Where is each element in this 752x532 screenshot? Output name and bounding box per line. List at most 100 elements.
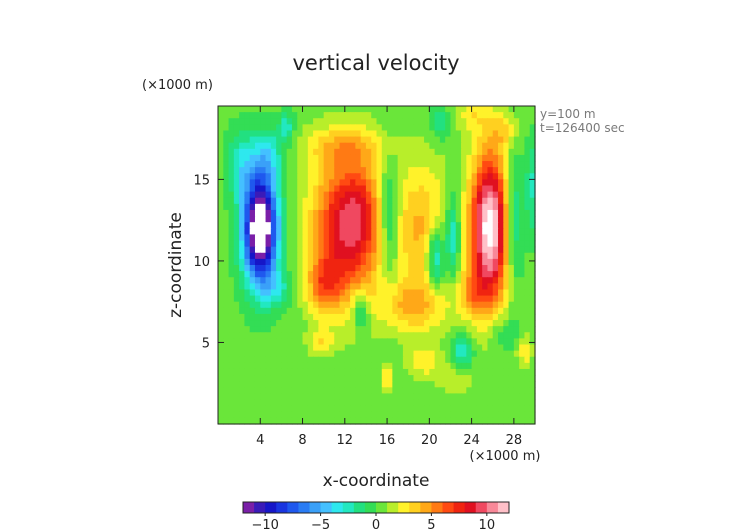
heatmap-cell: [381, 301, 388, 309]
heatmap-cell: [360, 375, 367, 382]
heatmap-cell: [339, 289, 346, 297]
heatmap-cell: [254, 240, 261, 248]
heatmap-cell: [503, 320, 510, 327]
heatmap-cell: [339, 240, 346, 248]
heatmap-cell: [503, 118, 510, 125]
heatmap-cell: [328, 393, 335, 401]
heatmap-cell: [249, 209, 256, 217]
heatmap-cell: [328, 216, 335, 223]
heatmap-cell: [228, 173, 235, 180]
heatmap-cell: [323, 295, 330, 303]
heatmap-cell: [318, 399, 325, 407]
heatmap-cell: [503, 405, 510, 413]
heatmap-cell: [323, 118, 330, 125]
heatmap-cell: [392, 222, 399, 229]
heatmap-cell: [244, 167, 251, 174]
heatmap-cell: [461, 411, 467, 419]
heatmap-cell: [387, 246, 393, 254]
heatmap-cell: [291, 209, 298, 217]
heatmap-cell: [408, 197, 415, 205]
heatmap-cell: [339, 368, 346, 376]
heatmap-cell: [455, 399, 462, 407]
heatmap-cell: [529, 411, 536, 419]
heatmap-cell: [482, 106, 489, 113]
heatmap-cell: [334, 368, 341, 376]
heatmap-cell: [503, 307, 510, 315]
heatmap-cell: [350, 277, 356, 284]
heatmap-cell: [487, 246, 494, 254]
heatmap-cell: [360, 350, 367, 358]
heatmap-cell: [344, 344, 351, 352]
heatmap-cell: [355, 387, 362, 395]
heatmap-cell: [328, 234, 335, 242]
heatmap-cell: [239, 356, 246, 364]
heatmap-cell: [260, 411, 267, 419]
heatmap-cell: [413, 375, 420, 382]
heatmap-cell: [524, 399, 531, 407]
heatmap-cell: [471, 167, 478, 174]
colorbar-swatch: [298, 502, 310, 513]
heatmap-cell: [487, 344, 494, 352]
heatmap-cell: [228, 246, 235, 254]
heatmap-cell: [455, 332, 462, 339]
heatmap-cell: [492, 252, 499, 260]
heatmap-cell: [318, 368, 325, 376]
heatmap-cell: [244, 209, 251, 217]
heatmap-cell: [313, 387, 319, 395]
heatmap-cell: [249, 289, 256, 297]
heatmap-cell: [365, 203, 372, 211]
heatmap-cell: [487, 399, 494, 407]
heatmap-cell: [387, 411, 393, 419]
heatmap-cell: [297, 246, 304, 254]
heatmap-cell: [233, 173, 240, 180]
heatmap-cell: [508, 197, 515, 205]
heatmap-cell: [455, 118, 462, 125]
heatmap-cell: [270, 301, 277, 309]
heatmap-cell: [350, 222, 356, 229]
heatmap-cell: [233, 405, 240, 413]
heatmap-cell: [265, 295, 272, 303]
heatmap-cell: [281, 118, 288, 125]
heatmap-cell: [466, 197, 473, 205]
x-tick-label: 20: [421, 433, 438, 448]
heatmap-cell: [249, 344, 256, 352]
heatmap-cell: [360, 258, 367, 266]
heatmap-cell: [265, 283, 272, 291]
heatmap-cell: [302, 161, 309, 168]
heatmap-cell: [476, 118, 483, 125]
heatmap-cell: [286, 167, 293, 174]
heatmap-cell: [397, 142, 404, 150]
heatmap-cell: [503, 399, 510, 407]
heatmap-cell: [408, 362, 415, 370]
heatmap-cell: [318, 405, 325, 413]
heatmap-cell: [424, 161, 430, 168]
heatmap-cell: [508, 320, 515, 327]
heatmap-cell: [424, 167, 430, 174]
heatmap-cell: [439, 197, 446, 205]
heatmap-cell: [508, 271, 515, 278]
heatmap-cell: [434, 381, 441, 388]
heatmap-cell: [313, 277, 319, 284]
heatmap-cell: [524, 197, 531, 205]
heatmap-cell: [498, 265, 504, 272]
heatmap-cell: [387, 106, 393, 113]
heatmap-cell: [334, 405, 341, 413]
heatmap-cell: [265, 240, 272, 248]
heatmap-cell: [371, 142, 378, 150]
heatmap-cell: [276, 387, 282, 395]
heatmap-cell: [455, 356, 462, 364]
heatmap-cell: [265, 399, 272, 407]
heatmap-cell: [476, 368, 483, 376]
heatmap-cell: [328, 161, 335, 168]
heatmap-cell: [508, 381, 515, 388]
heatmap-cell: [244, 356, 251, 364]
heatmap-cell: [344, 387, 351, 395]
heatmap-cell: [339, 417, 346, 425]
heatmap-cell: [365, 307, 372, 315]
heatmap-cell: [281, 265, 288, 272]
heatmap-cell: [445, 381, 452, 388]
heatmap-cell: [482, 258, 489, 266]
heatmap-cell: [302, 313, 309, 321]
colorbar-swatch: [276, 502, 288, 513]
heatmap-cell: [381, 338, 388, 346]
